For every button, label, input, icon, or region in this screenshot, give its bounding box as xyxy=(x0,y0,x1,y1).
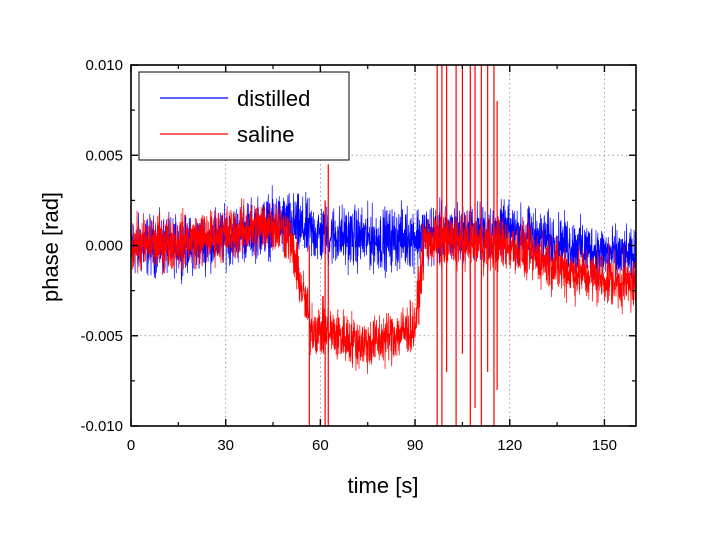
legend-box xyxy=(138,71,350,161)
x-tick-label-2: 60 xyxy=(312,437,329,454)
legend-label-distilled: distilled xyxy=(237,86,310,111)
x-tick-label-3: 90 xyxy=(407,437,424,454)
y-axis-title: phase [rad] xyxy=(38,192,63,302)
y-tick-label-1: -0.005 xyxy=(80,328,123,345)
legend: distilled saline xyxy=(138,71,350,161)
x-axis-title: time [s] xyxy=(348,473,419,498)
x-tick-label-5: 150 xyxy=(592,437,617,454)
y-tick-label-0: -0.010 xyxy=(80,418,123,435)
series-area xyxy=(131,65,636,426)
series-line-distilled xyxy=(131,185,636,289)
x-tick-label-0: 0 xyxy=(127,437,135,454)
axis-ticks: 0 30 60 90 120 150 -0.010 -0.005 0.000 0.005 0.010 xyxy=(80,57,636,454)
x-tick-label-4: 120 xyxy=(497,437,522,454)
series-line-saline xyxy=(131,198,636,375)
y-tick-label-3: 0.005 xyxy=(85,147,123,164)
y-tick-label-4: 0.010 xyxy=(85,57,123,74)
legend-label-saline: saline xyxy=(237,122,294,147)
x-tick-label-1: 30 xyxy=(217,437,234,454)
y-tick-label-2: 0.000 xyxy=(85,238,123,255)
